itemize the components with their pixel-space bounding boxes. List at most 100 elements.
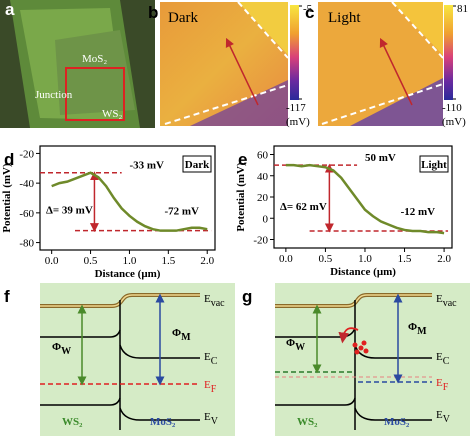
map-region xyxy=(190,80,288,126)
x-axis-label: Distance (μm) xyxy=(95,268,161,280)
colorbar-label: -5 xyxy=(303,3,313,15)
symbol: Φ xyxy=(172,327,181,339)
subscript: F xyxy=(443,382,449,393)
y-tick-label: -20 xyxy=(19,148,34,160)
x-tick-label: 1.5 xyxy=(161,255,175,267)
valence-band xyxy=(275,397,432,421)
line-chart: e -20 0 20 40 60 0.0 0.5 1.0 1.5 2.0 Distance (μm) P… xyxy=(235,145,453,278)
band-label: Evac xyxy=(436,293,457,309)
band-background xyxy=(40,283,235,436)
symbol: E xyxy=(204,379,211,391)
colorbar-unit: (mV) xyxy=(286,116,310,128)
colorbar-unit: (mV) xyxy=(442,116,466,128)
subscript: F xyxy=(211,384,217,395)
level-label: -72 mV xyxy=(164,206,199,218)
label: MoS₂ xyxy=(82,53,107,65)
delta-label: Δ= 39 mV xyxy=(46,205,93,217)
symbol: E xyxy=(204,293,211,305)
panel-f: f ΦW ΦM Evac EC EF EV WS₂ MoS₂ xyxy=(4,283,235,436)
level-label: -12 mV xyxy=(401,206,436,218)
level-label: 50 mV xyxy=(365,152,396,164)
material-label: MoS₂ xyxy=(150,416,176,428)
symbol: Φ xyxy=(286,337,295,349)
phi-label: ΦW xyxy=(52,341,71,357)
data-line xyxy=(285,163,445,235)
symbol: Φ xyxy=(52,341,61,353)
symbol: Φ xyxy=(408,321,417,333)
delta-label: Δ= 62 mV xyxy=(280,201,327,213)
conduction-band xyxy=(40,329,200,359)
transfer-arrow xyxy=(338,327,359,344)
symbol: E xyxy=(436,377,443,389)
x-tick-label: 1.5 xyxy=(398,253,412,265)
subscript: vac xyxy=(211,298,225,309)
subscript: W xyxy=(61,346,71,357)
panel-b: b Dark -5 -117 (mV) xyxy=(148,1,313,128)
y-tick-label: 60 xyxy=(257,150,269,162)
panel-letter: a xyxy=(5,0,15,19)
x-tick-label: 1.0 xyxy=(358,253,372,265)
y-axis-label: Potential (mV) xyxy=(235,162,247,232)
plot-frame xyxy=(39,145,216,251)
panel-g: g ΦW ΦM Evac EC EF EV WS₂ MoS₂ xyxy=(242,283,470,436)
y-tick-label: -80 xyxy=(19,238,34,250)
band-label: EV xyxy=(204,411,219,427)
y-tick-label: 0 xyxy=(263,213,269,225)
y-tick-label: -40 xyxy=(19,178,34,190)
x-tick-label: 2.0 xyxy=(200,255,214,267)
subscript: V xyxy=(211,416,219,427)
colorbar xyxy=(444,5,453,100)
legend-label: Light xyxy=(421,159,447,171)
x-tick-label: 0.5 xyxy=(319,253,333,265)
scan-arrow xyxy=(379,37,413,106)
colorbar-label: -117 xyxy=(286,102,306,114)
label: WS₂ xyxy=(102,108,123,120)
vacuum-level xyxy=(275,294,432,307)
level-label: -33 mV xyxy=(129,160,164,172)
symbol: E xyxy=(436,351,443,363)
map-label: Light xyxy=(328,10,361,26)
band-label: EF xyxy=(204,379,217,395)
map-region xyxy=(392,2,443,55)
scan-arrow xyxy=(225,37,259,106)
subscript: vac xyxy=(443,298,457,309)
colorbar-label: -110 xyxy=(442,102,462,114)
boundary xyxy=(321,83,444,125)
y-tick-label: 40 xyxy=(257,171,269,183)
subscript: V xyxy=(443,414,451,425)
panel-letter: f xyxy=(4,287,10,306)
x-tick-label: 0.5 xyxy=(84,255,98,267)
band-label: EF xyxy=(436,377,449,393)
subscript: C xyxy=(443,356,450,367)
symbol: E xyxy=(204,351,211,363)
panel-a: a MoS₂ Junction WS₂ xyxy=(0,0,155,128)
panel-letter: e xyxy=(238,150,247,169)
subscript: M xyxy=(181,332,191,343)
band-label: Evac xyxy=(204,293,225,309)
band-label: EV xyxy=(436,409,451,425)
y-tick-label: -60 xyxy=(19,208,34,220)
legend-box xyxy=(182,155,212,173)
phi-label: ΦW xyxy=(286,337,305,353)
panel-letter: g xyxy=(242,287,252,306)
vacuum-level xyxy=(40,294,200,307)
panel-letter: b xyxy=(148,3,158,22)
band-label: EC xyxy=(436,351,450,367)
x-axis-label: Distance (μm) xyxy=(330,266,396,278)
y-tick-label: 20 xyxy=(257,192,269,204)
colorbar xyxy=(290,5,299,100)
material-label: MoS₂ xyxy=(384,416,410,428)
valence-band xyxy=(40,397,200,421)
legend-label: Dark xyxy=(185,159,210,171)
map-label: Dark xyxy=(168,10,198,26)
label: Junction xyxy=(35,89,73,101)
x-tick-label: 0.0 xyxy=(45,255,59,267)
legend-box xyxy=(419,155,449,173)
symbol: E xyxy=(436,293,443,305)
subscript: W xyxy=(295,342,305,353)
boundary xyxy=(391,1,444,59)
phi-label: ΦM xyxy=(172,327,191,343)
panel-letter: d xyxy=(4,150,14,169)
line-chart: d -80 -60 -40 -20 0.0 0.5 1.0 1.5 2.0 Distance (μm… xyxy=(1,145,216,280)
